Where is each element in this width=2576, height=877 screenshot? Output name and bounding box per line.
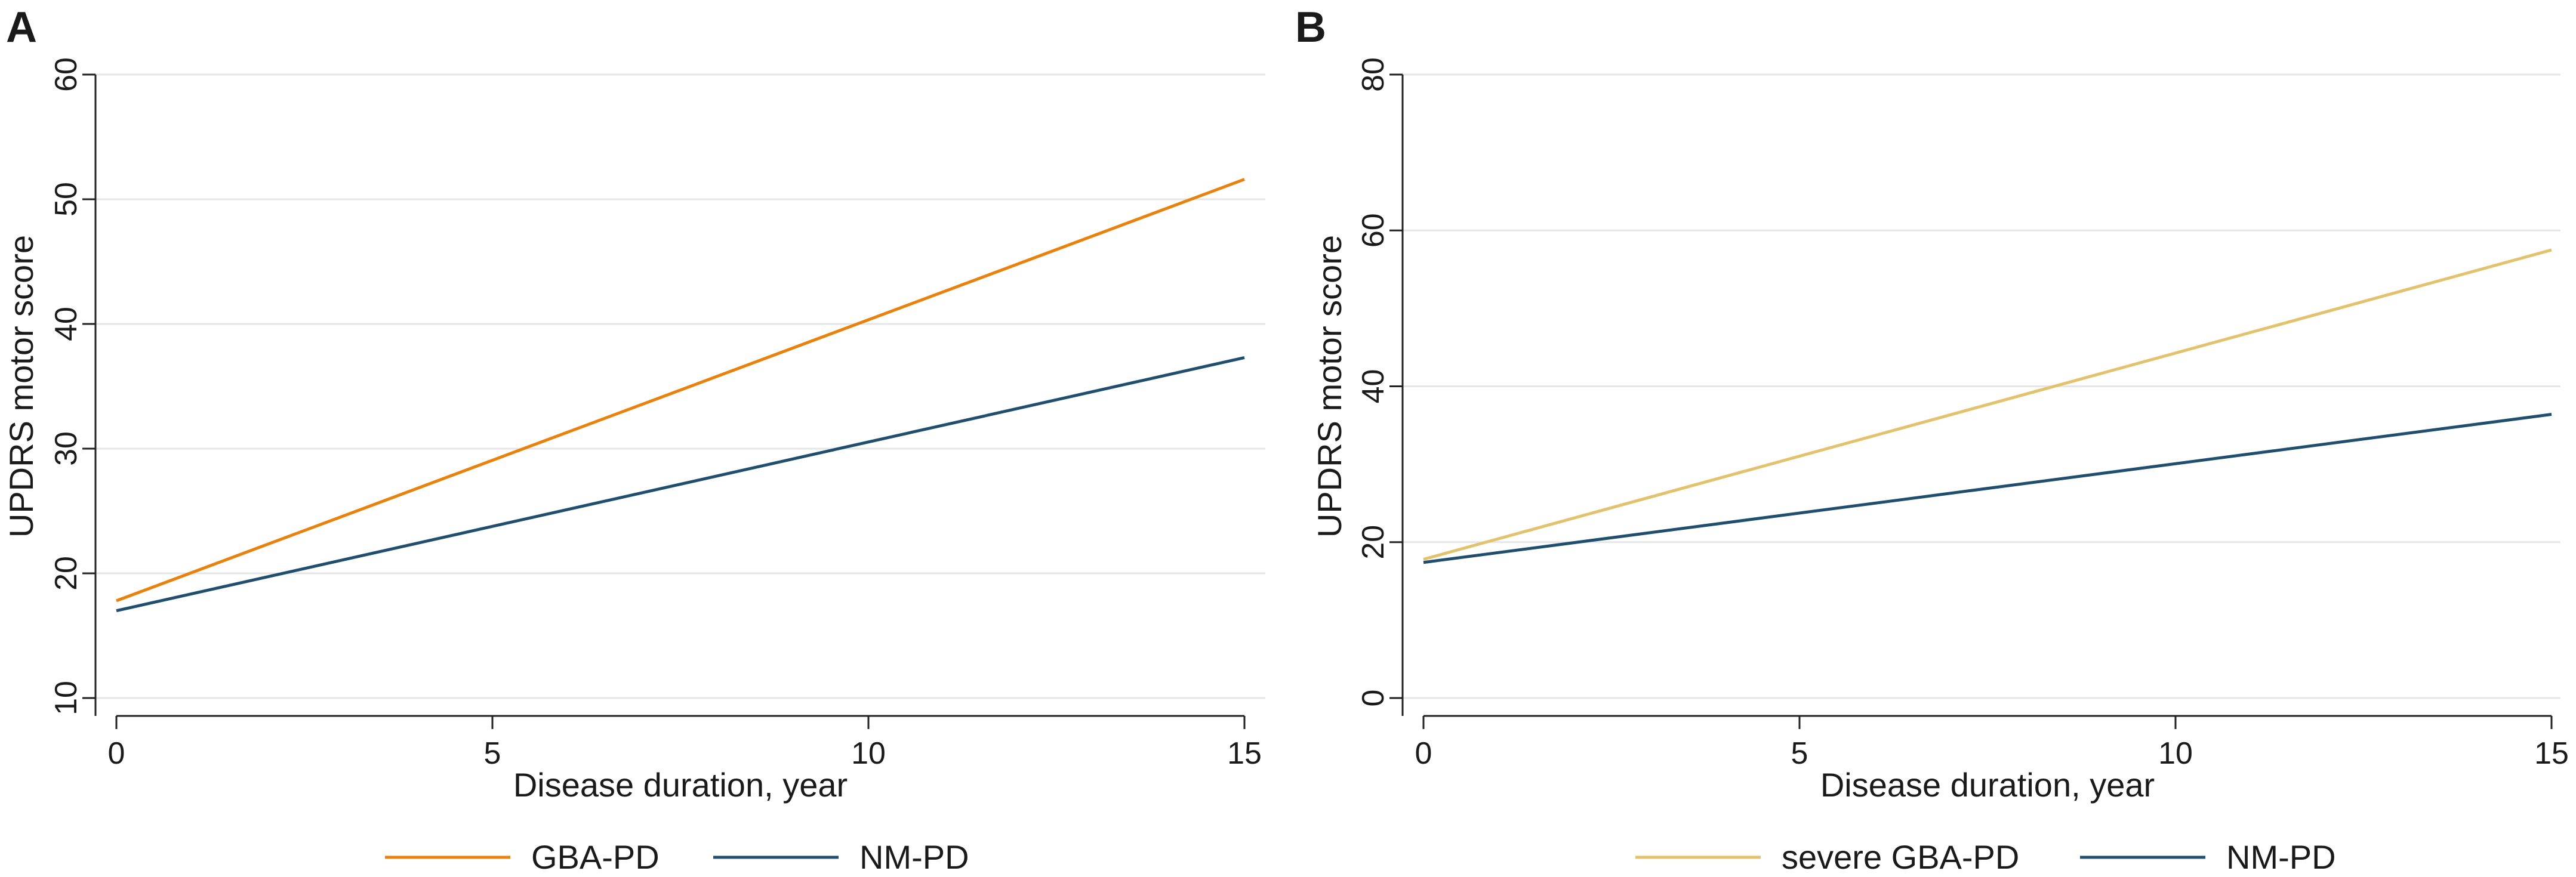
y-tick-label: 30: [49, 431, 84, 466]
x-tick-label: 10: [2158, 736, 2193, 771]
y-tick-label: 40: [49, 307, 84, 341]
legend-label: NM-PD: [859, 838, 969, 874]
y-tick-label: 60: [49, 57, 84, 92]
x-tick-label: 0: [108, 736, 125, 771]
y-tick-label: 10: [49, 681, 84, 715]
chart-panel-b: B 0 20 40 60 80 0 5 10 15 Disease duration, year UP…: [1295, 4, 2569, 876]
y-tick-label: 20: [1356, 525, 1391, 560]
series-line-nm-pd: [1423, 413, 2552, 564]
series-line-severe-gba-pd: [1423, 248, 2552, 561]
series-line-nm-pd: [116, 356, 1245, 613]
y-axis-title: UPDRS motor score: [1311, 235, 1348, 538]
y-tick-label: 20: [49, 556, 84, 591]
x-tick-label: 5: [484, 736, 501, 771]
legend-label: GBA-PD: [531, 838, 660, 874]
panel-letter: B: [1295, 4, 1326, 51]
y-tick-label: 60: [1356, 213, 1391, 248]
y-axis-title: UPDRS motor score: [2, 235, 40, 538]
panel-letter: A: [6, 4, 37, 51]
chart-panel-a: A 10 20 30 40 50 60 0 5 10 15 Disease duration, yea…: [2, 4, 1265, 876]
x-tick-label: 15: [2534, 736, 2569, 771]
x-axis-title: Disease duration, year: [513, 766, 848, 804]
x-axis-title: Disease duration, year: [1820, 766, 2155, 804]
y-tick-label: 50: [49, 182, 84, 217]
x-tick-label: 15: [1227, 736, 1262, 771]
x-tick-label: 0: [1415, 736, 1432, 771]
legend-label: severe GBA-PD: [1782, 838, 2019, 874]
series-line-gba-pd: [116, 178, 1245, 603]
legend-label: NM-PD: [2226, 838, 2336, 874]
x-tick-label: 10: [851, 736, 886, 771]
y-tick-label: 0: [1356, 690, 1391, 707]
y-tick-label: 40: [1356, 369, 1391, 404]
y-tick-label: 80: [1356, 57, 1391, 92]
x-tick-label: 5: [1791, 736, 1808, 771]
